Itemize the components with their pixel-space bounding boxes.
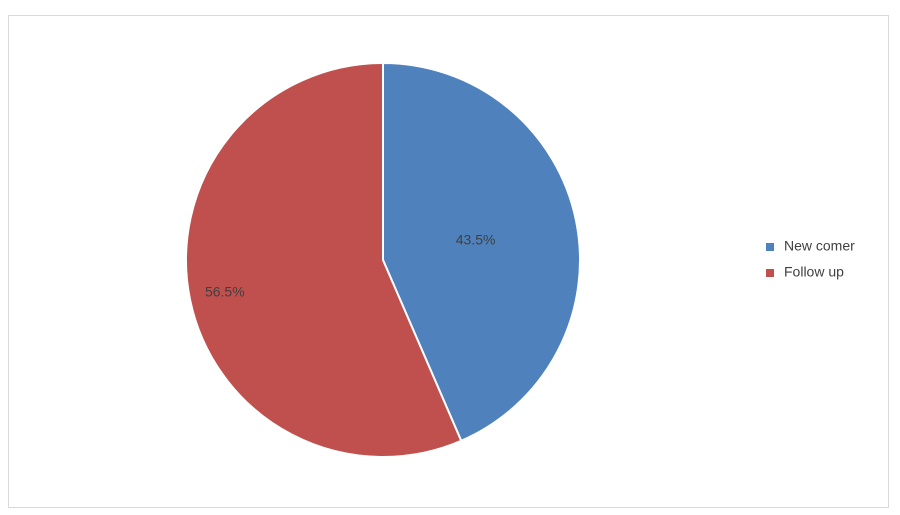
legend-marker [766, 243, 774, 251]
pie-slice [185, 61, 463, 458]
legend-label: New comer [784, 238, 855, 254]
data-label: 56.5% [205, 283, 245, 299]
legend-marker [766, 269, 774, 277]
pie-slice [382, 61, 582, 443]
legend-label: Follow up [784, 264, 844, 280]
data-label: 43.5% [456, 232, 496, 248]
